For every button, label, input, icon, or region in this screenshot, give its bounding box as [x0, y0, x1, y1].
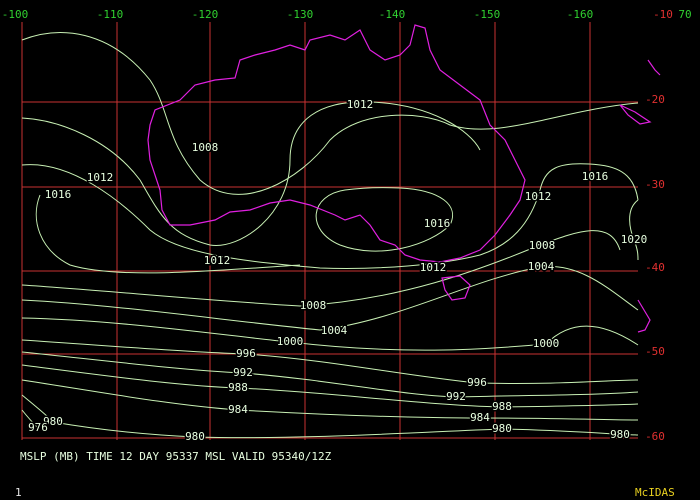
latitude-label: -20	[645, 93, 665, 106]
latitude-label: -40	[645, 261, 665, 274]
contour-label: 1012	[204, 254, 231, 267]
contours	[21, 32, 639, 439]
longitude-label: -150	[474, 8, 501, 21]
contour-label: 1008	[300, 299, 327, 312]
frame-number: 1	[15, 486, 22, 499]
contour-label: 1004	[528, 260, 555, 273]
latitude-label: -30	[645, 178, 665, 191]
contour-label: 1008	[529, 239, 556, 252]
contour-label: 984	[228, 403, 248, 416]
contour-label: 1008	[192, 141, 219, 154]
contour-label: 1016	[45, 188, 72, 201]
longitude-label: -140	[379, 8, 406, 21]
contour-label: 984	[470, 411, 490, 424]
contour-label: 980	[185, 430, 205, 443]
contour-label: 1012	[420, 261, 447, 274]
longitude-label: -110	[97, 8, 124, 21]
contour-label: 1016	[424, 217, 451, 230]
latitude-label: -10	[653, 8, 673, 21]
contour-label: 976	[28, 421, 48, 434]
coastlines	[147, 24, 661, 333]
contour-label: 1004	[321, 324, 348, 337]
contour-label: 996	[236, 347, 256, 360]
contour-label: 1000	[277, 335, 304, 348]
contour-label: 988	[228, 381, 248, 394]
contour-label: 992	[233, 366, 253, 379]
longitude-label: -120	[192, 8, 219, 21]
contour-label: 992	[446, 390, 466, 403]
contour-label: 1000	[533, 337, 560, 350]
longitude-label: -130	[287, 8, 314, 21]
contour-label: 1012	[87, 171, 114, 184]
contour-label: 1020	[621, 233, 648, 246]
contour-label: 988	[492, 400, 512, 413]
contour-label: 980	[43, 415, 63, 428]
contour-label: 1016	[582, 170, 609, 183]
longitude-label: 70	[678, 8, 691, 21]
graticule	[21, 22, 638, 440]
contour-label: 980	[610, 428, 630, 441]
brand: McIDAS	[635, 486, 675, 499]
caption: MSLP (MB) TIME 12 DAY 95337 MSL VALID 95…	[20, 450, 332, 463]
longitude-label: -100	[2, 8, 29, 21]
latitude-label: -50	[645, 345, 665, 358]
contour-label: 980	[492, 422, 512, 435]
longitude-label: -160	[567, 8, 594, 21]
contour-label: 1012	[525, 190, 552, 203]
contour-label: 1012	[347, 98, 374, 111]
latitude-label: -60	[645, 430, 665, 443]
contour-label: 996	[467, 376, 487, 389]
